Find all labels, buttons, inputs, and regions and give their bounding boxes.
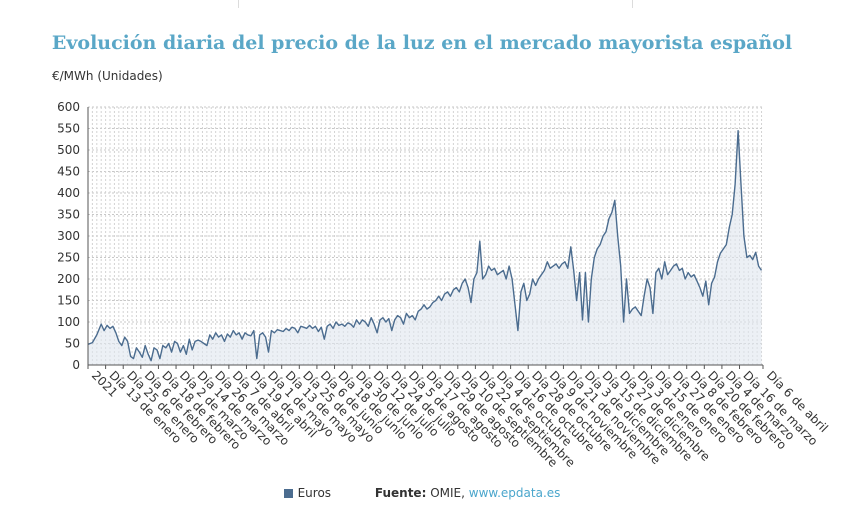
chart-title: Evolución diaria del precio de la luz en… xyxy=(51,32,793,54)
legend-label-euros: Euros xyxy=(297,486,332,500)
legend: Euros Fuente: OMIE, www.epdata.es xyxy=(0,486,844,500)
source-text: OMIE, xyxy=(430,486,465,500)
source-key: Fuente: xyxy=(374,486,427,500)
y-tick-label: 50 xyxy=(65,337,80,351)
y-tick-label: 500 xyxy=(57,143,80,157)
y-tick-label: 250 xyxy=(57,251,80,265)
source-link[interactable]: www.epdata.es xyxy=(468,486,561,500)
series-area-euros xyxy=(88,130,762,365)
y-tick-label: 550 xyxy=(57,122,80,136)
axes xyxy=(87,107,764,369)
y-tick-label: 200 xyxy=(57,272,80,286)
top-divider-left xyxy=(238,0,239,8)
y-tick-label: 400 xyxy=(57,186,80,200)
y-tick-labels: 0 50 100 150 200 250 300 350 400 450 500 550 600 xyxy=(57,100,80,372)
y-tick-label: 150 xyxy=(57,294,80,308)
y-axis-unit-label: €/MWh (Unidades) xyxy=(52,69,163,83)
y-tick-label: 600 xyxy=(57,100,80,114)
y-tick-label: 300 xyxy=(57,229,80,243)
series-area-layer xyxy=(87,130,763,365)
legend-swatch-euros xyxy=(283,489,293,498)
y-tick-label: 350 xyxy=(57,208,80,222)
y-tick-label: 0 xyxy=(72,358,80,372)
y-tick-label: 100 xyxy=(57,315,80,329)
top-divider-right xyxy=(632,0,633,8)
y-tick-label: 450 xyxy=(57,165,80,179)
series-line-euros xyxy=(87,130,763,362)
